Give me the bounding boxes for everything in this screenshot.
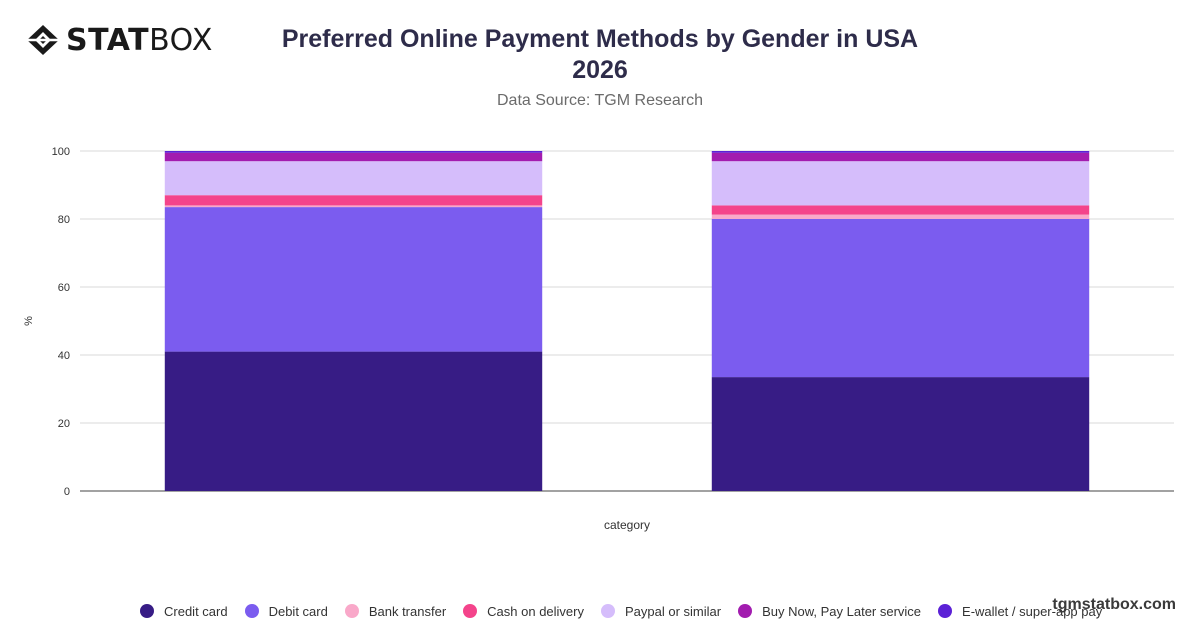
- legend-item[interactable]: Buy Now, Pay Later service: [738, 604, 921, 619]
- bar-segment: [711, 205, 1090, 215]
- legend-item[interactable]: Paypal or similar: [600, 603, 722, 619]
- legend-item[interactable]: Bank transfer: [344, 603, 447, 619]
- legend-label: Bank transfer: [368, 603, 447, 619]
- x-axis-label: category: [604, 518, 650, 532]
- statbox-logo: STATBOX: [26, 22, 213, 58]
- legend-swatch: [600, 604, 615, 618]
- bar-segment: [164, 205, 543, 208]
- legend-swatch: [738, 604, 753, 618]
- y-tick-label: 20: [58, 418, 70, 430]
- bar-segment: [164, 151, 543, 153]
- legend-swatch: [938, 604, 953, 618]
- chart-subtitle: Data Source: TGM Research: [496, 92, 703, 109]
- y-tick-label: 100: [52, 146, 70, 158]
- bar-segment: [711, 152, 1090, 162]
- diamond-logo-icon: [27, 25, 59, 55]
- legend-swatch: [344, 604, 359, 618]
- legend-item[interactable]: E-wallet / super-app pay: [938, 604, 1102, 619]
- bar-segment: [164, 351, 543, 491]
- stacked-bar-chart: 0 20 40 60 80 100% category: [23, 146, 1174, 532]
- legend-swatch: [244, 604, 259, 618]
- legend-swatch: [140, 604, 154, 618]
- chart-title-line2: 2026: [572, 56, 628, 84]
- bar-segment: [711, 219, 1090, 378]
- watermark: tgmstatbox.com: [1052, 596, 1176, 613]
- y-tick-label: 60: [58, 282, 70, 294]
- bar-segment: [711, 161, 1090, 206]
- y-axis-label: %: [23, 316, 35, 326]
- legend-label: E-wallet / super-app pay: [962, 603, 1103, 619]
- legend-label: Credit card: [164, 603, 228, 619]
- chart-legend: Credit card Debit card Bank transfer Cash o…: [140, 601, 1119, 621]
- bar-segment: [164, 161, 543, 196]
- y-tick-label: 0: [64, 486, 70, 498]
- logo-wordmark: STATBOX: [66, 22, 213, 58]
- bar-segment: [711, 151, 1090, 153]
- bar-segment: [164, 195, 543, 206]
- chart-title: Preferred Online Payment Methods by Gend…: [250, 24, 950, 86]
- legend-item[interactable]: Credit card: [140, 604, 228, 619]
- y-tick-label: 40: [58, 350, 70, 362]
- bar-segment: [711, 214, 1090, 219]
- legend-item[interactable]: Debit card: [244, 603, 328, 619]
- legend-label: Cash on delivery: [487, 603, 584, 619]
- legend-item[interactable]: Cash on delivery: [463, 604, 584, 619]
- y-tick-label: 80: [58, 214, 70, 226]
- legend-label: Debit card: [268, 603, 328, 619]
- legend-label: Paypal or similar: [624, 603, 722, 619]
- bar-segment: [164, 207, 543, 352]
- chart-title-line1: Preferred Online Payment Methods by Gend…: [281, 25, 919, 53]
- bar-segment: [164, 152, 543, 162]
- legend-label: Buy Now, Pay Later service: [762, 603, 922, 619]
- bar-segment: [711, 377, 1090, 491]
- legend-swatch: [463, 604, 478, 618]
